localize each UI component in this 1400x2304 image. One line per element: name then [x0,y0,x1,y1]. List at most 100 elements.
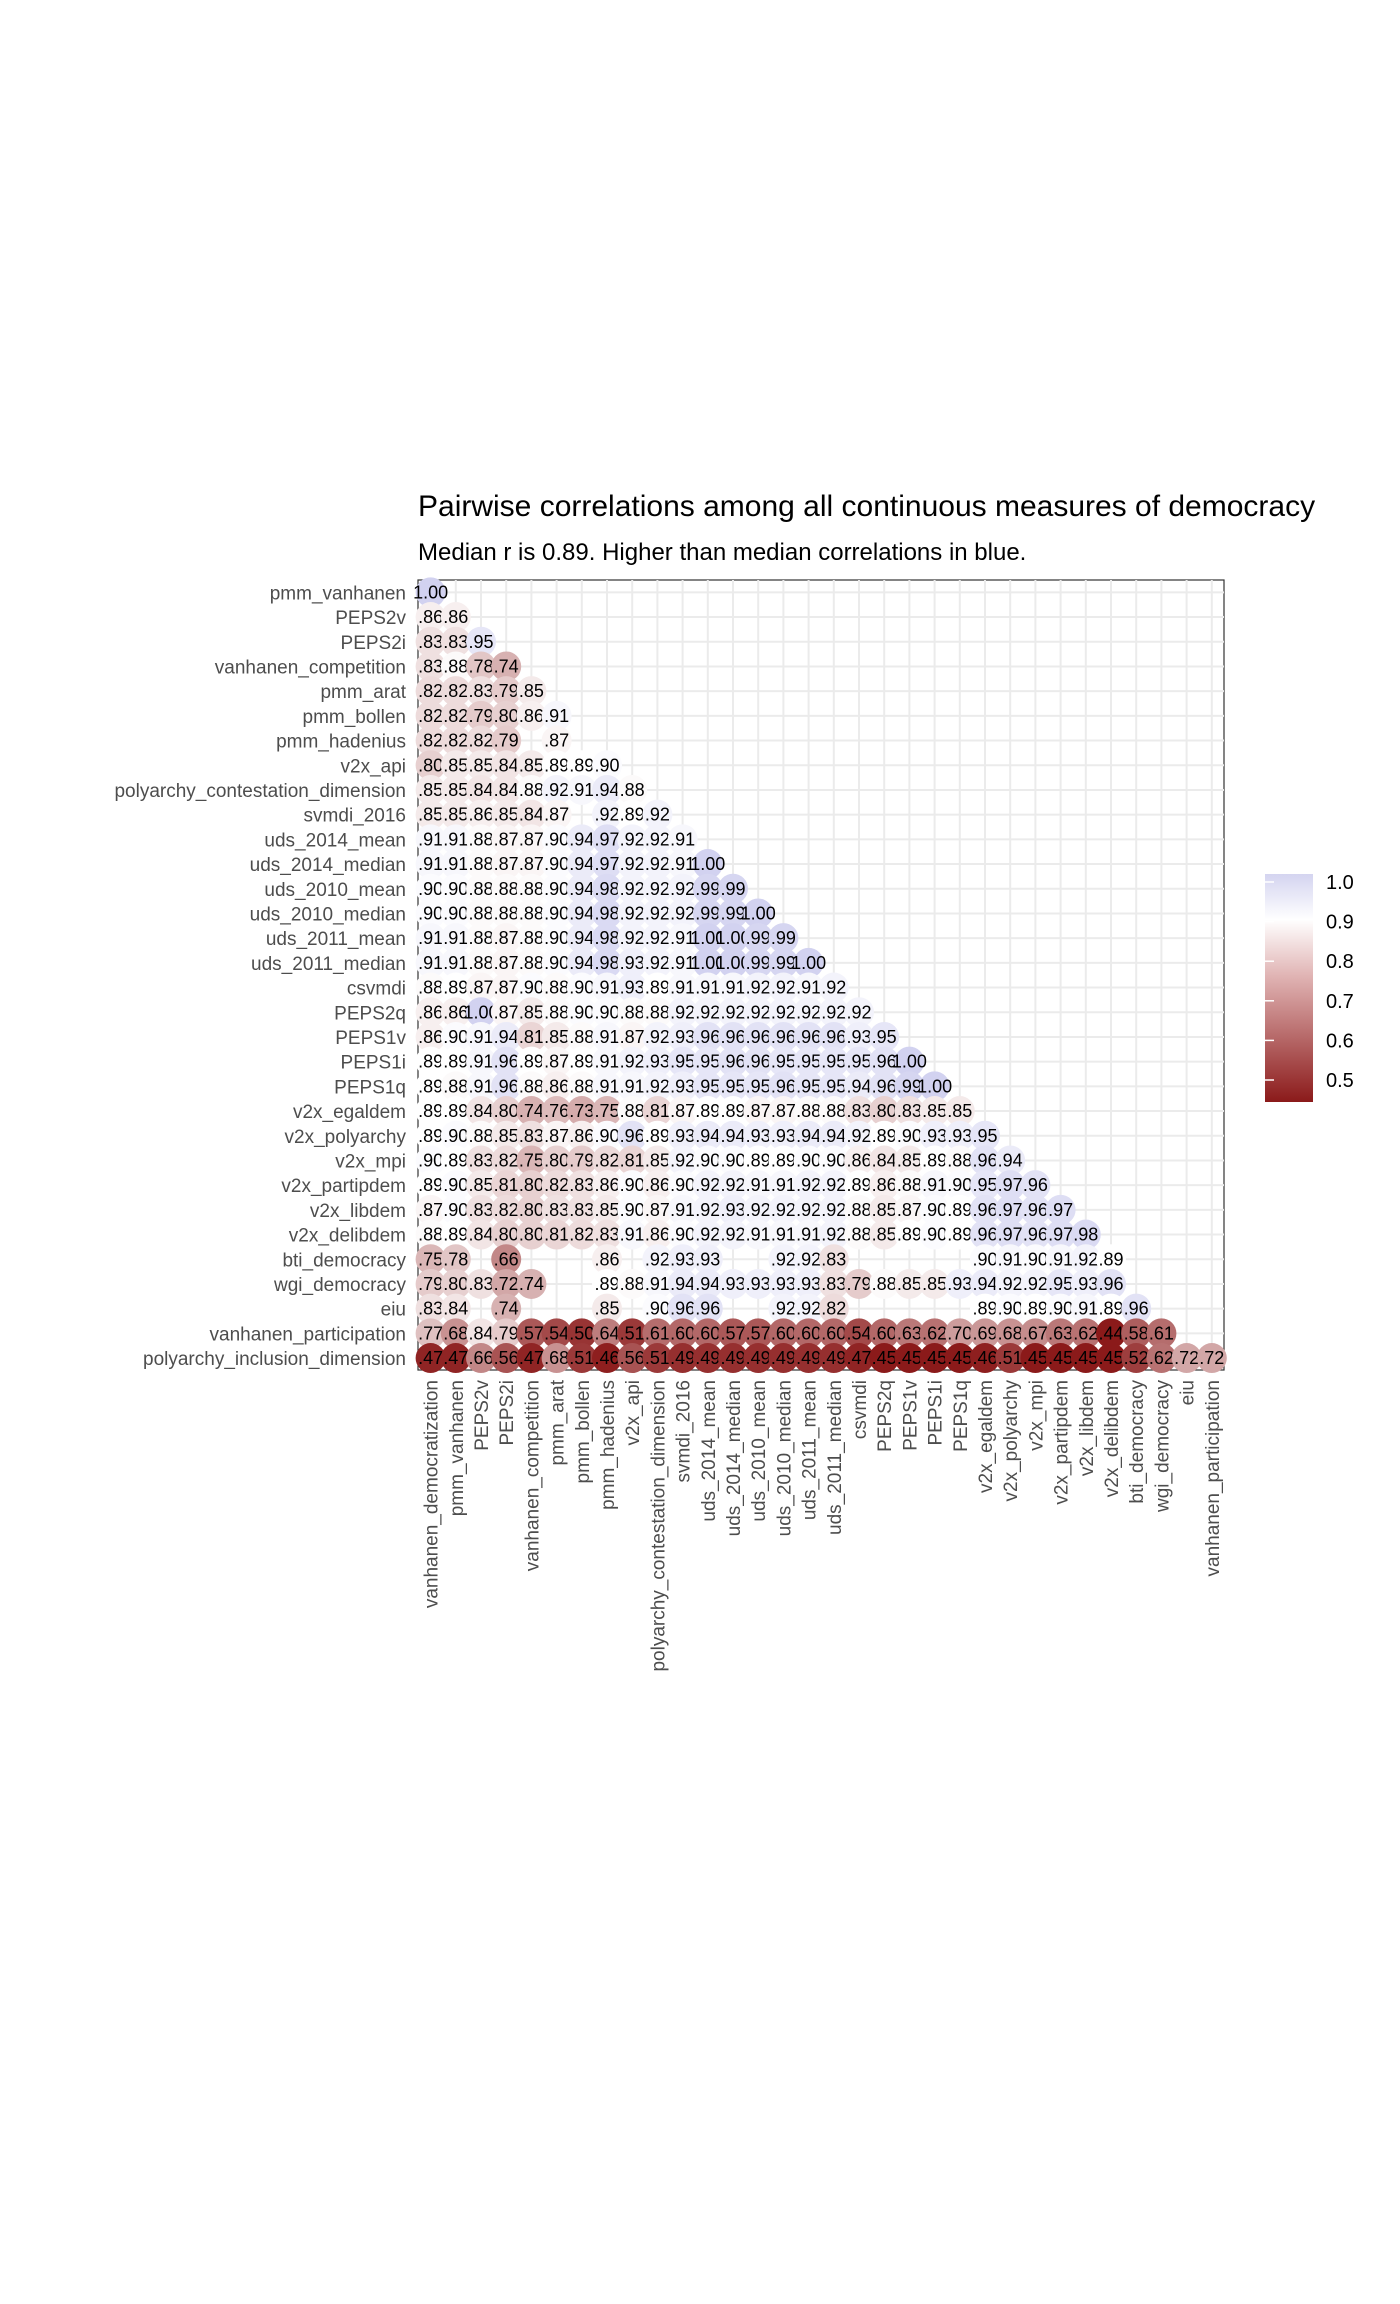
correlation-value: .57 [746,1323,771,1343]
correlation-value: .82 [544,1175,569,1195]
correlation-cell [466,1096,496,1127]
correlation-cell [440,898,471,929]
correlation-value: .88 [846,1225,871,1245]
correlation-value: .92 [670,903,695,923]
correlation-cell [1020,1219,1051,1250]
correlation-cell [466,972,496,1003]
correlation-cell [617,947,648,978]
column-label: v2x_polyarchy [1001,1380,1022,1502]
correlation-cell [440,626,471,657]
correlation-cell [667,1293,698,1324]
correlation-cell [440,923,471,954]
correlation-value: .87 [494,854,519,874]
correlation-value: .90 [796,1150,821,1170]
correlation-cell [768,1145,799,1176]
correlation-cell [743,997,774,1028]
correlation-cell [919,1194,950,1225]
correlation-value: .49 [720,1348,745,1368]
correlation-value: .93 [771,1274,796,1294]
correlation-value: .95 [746,1076,771,1096]
correlation-value: .77 [418,1323,443,1343]
correlation-value: .83 [418,632,443,652]
correlation-value: .94 [796,1126,821,1146]
correlation-value: .90 [998,1299,1023,1319]
correlation-value: .83 [443,632,468,652]
correlation-value: .83 [821,1274,846,1294]
correlation-value: .89 [418,1101,443,1121]
correlation-cell [415,972,446,1003]
correlation-value: .91 [771,1225,796,1245]
correlation-cell [516,923,547,954]
correlation-value: .74 [494,656,519,676]
correlation-value: .91 [645,1274,670,1294]
correlation-cell [768,1268,799,1299]
correlation-value: .82 [594,1150,619,1170]
correlation-value: .79 [468,706,493,726]
correlation-cell [844,1268,874,1299]
correlation-value: .86 [443,1002,468,1022]
correlation-cell [818,1318,849,1349]
correlation-value: .94 [569,928,594,948]
correlation-value: .94 [569,879,594,899]
correlation-cell [944,1194,975,1225]
correlation-value: .92 [645,879,670,899]
row-label: csvmdi [347,979,406,1000]
correlation-value: .45 [872,1348,897,1368]
correlation-value: .92 [998,1274,1023,1294]
correlation-cell [516,1120,547,1151]
correlation-value: .89 [519,1052,544,1072]
correlation-value: 1.00 [892,1052,927,1072]
correlation-cell [970,1194,1000,1225]
correlation-value: .60 [796,1323,821,1343]
correlation-value: .92 [620,854,645,874]
correlation-cell [415,602,446,633]
color-legend: 1.0 0.9 0.8 0.7 0.6 0.5 [1265,872,1354,1102]
correlation-value: .88 [494,879,519,899]
correlation-value: .93 [670,1076,695,1096]
correlation-value: .92 [821,1200,846,1220]
correlation-cell [793,1145,824,1176]
correlation-cell [516,799,547,830]
correlation-value: .94 [569,953,594,973]
correlation-value: .56 [620,1348,645,1368]
correlation-value: .92 [645,829,670,849]
correlation-value: .94 [594,780,619,800]
correlation-value: .92 [620,1052,645,1072]
correlation-value: .91 [594,978,619,998]
row-label: v2x_delibdem [289,1226,406,1247]
correlation-cell [919,1268,950,1299]
correlation-cell [415,873,446,904]
correlation-value: .90 [443,1126,468,1146]
correlation-value: .51 [998,1348,1023,1368]
correlation-cell [642,1343,673,1374]
correlation-value: .92 [645,854,670,874]
correlation-cell [1070,1293,1101,1324]
correlation-value: .57 [720,1323,745,1343]
correlation-value: .89 [695,1101,720,1121]
correlation-cell [1196,1343,1227,1374]
correlation-cell [516,873,547,904]
correlation-cell [466,676,496,707]
correlation-value: .85 [897,1150,922,1170]
correlation-value: 1.00 [715,928,750,948]
correlation-cell [667,997,698,1028]
correlation-cell [667,1170,698,1201]
row-label: uds_2011_mean [266,929,406,950]
correlation-cell [768,1244,799,1275]
correlation-cell [642,1170,673,1201]
correlation-cell [592,1219,622,1250]
correlation-value: .93 [746,1274,771,1294]
correlation-cell [617,1219,648,1250]
correlation-cell [642,898,673,929]
correlation-value: .92 [796,1249,821,1269]
correlation-cell [970,1120,1000,1151]
correlation-value: .83 [569,1175,594,1195]
correlation-cell [516,1170,547,1201]
correlation-cell [541,947,572,978]
correlation-cell [592,1244,622,1275]
correlation-cell [491,651,522,682]
correlation-cell [944,1268,975,1299]
correlation-cell [592,824,622,855]
correlation-cell [466,1268,496,1299]
correlation-cell [541,1170,572,1201]
